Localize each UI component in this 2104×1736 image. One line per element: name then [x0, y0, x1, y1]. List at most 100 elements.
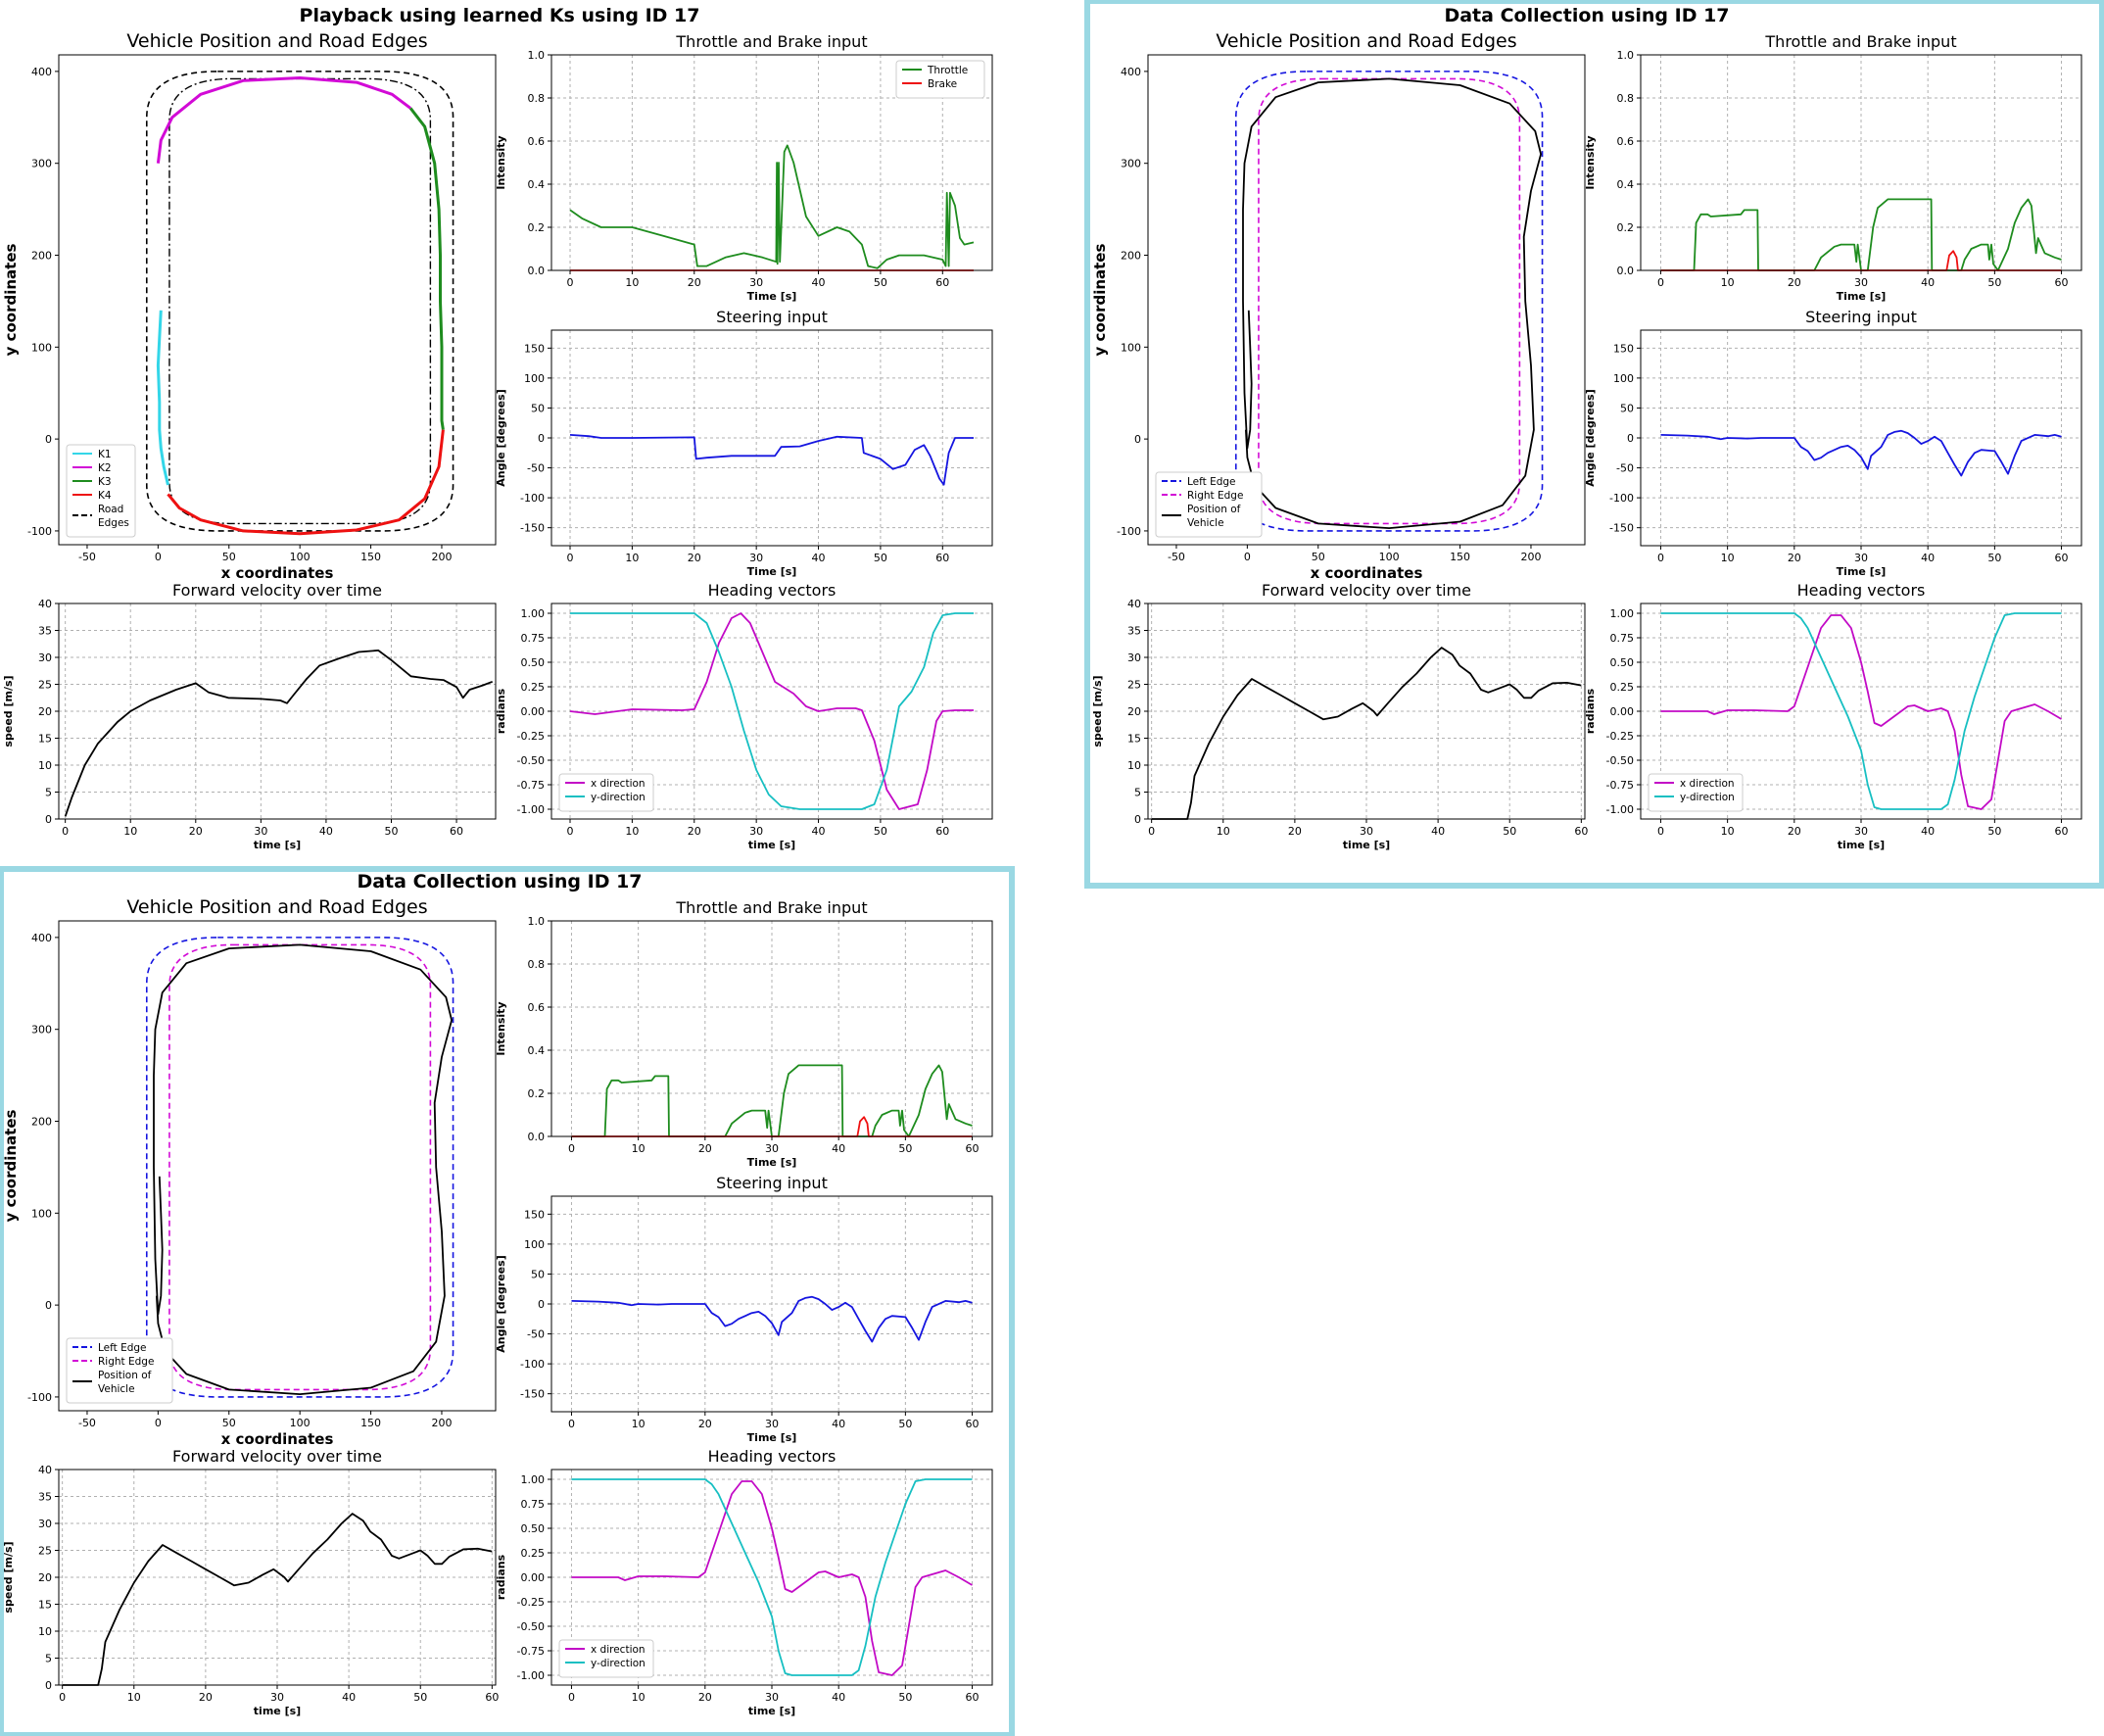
y-axis-label: Angle [degrees]	[495, 1255, 507, 1352]
series-line-y-direction	[571, 1478, 973, 1676]
chart-steering: Steering input 0 10 20 30 40 50 60 -150 -100 -50 0 5…	[495, 1174, 993, 1444]
x-tick-label: 20	[698, 1142, 712, 1155]
x-tick-label: 0	[1657, 552, 1664, 564]
y-tick-label: -1.00	[1606, 803, 1634, 816]
panel-collection-bottom: Data Collection using ID 17 Vehicle Posit…	[2, 871, 993, 1717]
y-tick-label: 0.4	[1617, 178, 1635, 191]
legend-label: Position of Vehicle	[98, 1370, 152, 1395]
x-tick-label: 40	[1921, 552, 1935, 564]
x-tick-label: -50	[1168, 551, 1185, 563]
x-tick-label: 60	[966, 1142, 980, 1155]
legend-label: K3	[98, 476, 112, 488]
y-axis-label: speed [m/s]	[2, 1541, 15, 1613]
y-tick-label: 0.50	[521, 1522, 546, 1535]
series-line-k4	[167, 429, 445, 536]
x-tick-label: 50	[898, 1142, 912, 1155]
y-tick-label: -0.25	[517, 1596, 545, 1609]
x-tick-label: 60	[450, 825, 463, 838]
x-tick-label: 60	[935, 825, 949, 838]
x-tick-label: 20	[1788, 825, 1801, 838]
legend-label: Left Edge	[1187, 476, 1236, 488]
legend-label: K2	[98, 462, 112, 474]
chart-position: Vehicle Position and Road Edges -50 0 50 100…	[2, 30, 497, 582]
series-line-x-direction	[571, 1480, 973, 1676]
x-tick-label: 40	[1431, 825, 1445, 838]
x-tick-label: 150	[360, 551, 381, 563]
x-tick-label: 60	[2055, 276, 2069, 289]
x-tick-label: 10	[632, 1691, 646, 1704]
y-tick-label: 0.6	[528, 135, 546, 148]
panel-frame	[0, 866, 1015, 1736]
y-axis-label: Intensity	[495, 135, 507, 189]
y-tick-label: 20	[38, 705, 52, 718]
x-tick-label: 40	[832, 1691, 845, 1704]
y-tick-label: -0.75	[517, 1645, 545, 1658]
x-tick-label: 20	[1788, 552, 1801, 564]
y-tick-label: -0.50	[517, 1620, 545, 1633]
x-tick-label: 60	[1574, 825, 1588, 838]
y-tick-label: 0	[45, 813, 52, 826]
x-tick-label: 0	[1244, 551, 1251, 563]
y-tick-label: 0.25	[521, 1547, 546, 1560]
x-tick-label: 50	[1503, 825, 1516, 838]
legend-label: y-direction	[591, 1658, 646, 1669]
chart-title: Forward velocity over time	[172, 581, 382, 600]
legend-label: Left Edge	[98, 1342, 147, 1354]
x-tick-label: 20	[199, 1691, 213, 1704]
x-tick-label: 0	[567, 552, 574, 564]
legend-label: Brake	[928, 78, 957, 90]
y-tick-label: 25	[38, 679, 52, 692]
x-tick-label: 40	[1921, 276, 1935, 289]
y-tick-label: 50	[531, 1268, 545, 1280]
x-tick-label: 40	[812, 825, 826, 838]
plot-area	[58, 54, 497, 546]
x-tick-label: 0	[155, 1417, 162, 1429]
y-tick-label: -150	[520, 1388, 545, 1401]
y-axis-label: Intensity	[1584, 135, 1597, 189]
y-tick-label: 400	[31, 66, 52, 78]
y-tick-label: -100	[1117, 525, 1141, 538]
series-line-velocity	[1151, 647, 1582, 820]
legend-label: K1	[98, 449, 112, 460]
y-tick-label: 0.4	[528, 178, 546, 191]
y-tick-label: -0.50	[517, 754, 545, 767]
chart-title: Throttle and Brake input	[675, 32, 867, 51]
x-tick-label: 50	[222, 1417, 236, 1429]
right-edge	[168, 943, 432, 1391]
x-tick-label: 60	[2055, 552, 2069, 564]
y-tick-label: 1.00	[521, 1473, 546, 1486]
y-tick-label: 200	[1121, 250, 1141, 263]
y-tick-label: 0.50	[1610, 656, 1635, 669]
y-tick-label: 200	[31, 1116, 52, 1129]
legend: x direction y-direction	[558, 1639, 654, 1678]
legend-label: Right Edge	[98, 1356, 154, 1368]
y-tick-label: 40	[38, 598, 52, 610]
x-tick-label: 10	[625, 276, 639, 289]
y-tick-label: 0.2	[1617, 221, 1635, 234]
y-tick-label: 0	[538, 1298, 545, 1311]
y-tick-label: -1.00	[517, 1669, 545, 1682]
x-tick-label: 10	[632, 1418, 646, 1430]
y-tick-label: 20	[1127, 705, 1141, 718]
y-tick-label: -100	[27, 525, 52, 538]
series-line-position-of-vehicle	[1242, 77, 1542, 529]
x-tick-label: 10	[123, 825, 137, 838]
x-tick-label: 50	[874, 552, 887, 564]
y-tick-label: 15	[1127, 733, 1141, 746]
x-tick-label: 10	[1217, 825, 1230, 838]
y-tick-label: -150	[1609, 522, 1634, 535]
y-tick-label: 0	[1134, 813, 1141, 826]
road-edge-outer	[145, 71, 454, 532]
x-tick-label: 50	[898, 1691, 912, 1704]
y-tick-label: 200	[31, 250, 52, 263]
chart-title: Steering input	[1805, 308, 1917, 326]
legend-label: Road Edges	[98, 504, 129, 529]
y-tick-label: 35	[1127, 625, 1141, 638]
x-tick-label: 60	[966, 1418, 980, 1430]
y-tick-label: 40	[1127, 598, 1141, 610]
y-tick-label: -100	[27, 1391, 52, 1404]
series-line-y-direction	[570, 612, 974, 810]
x-axis-label: time [s]	[254, 1705, 301, 1717]
x-tick-label: 0	[568, 1418, 575, 1430]
